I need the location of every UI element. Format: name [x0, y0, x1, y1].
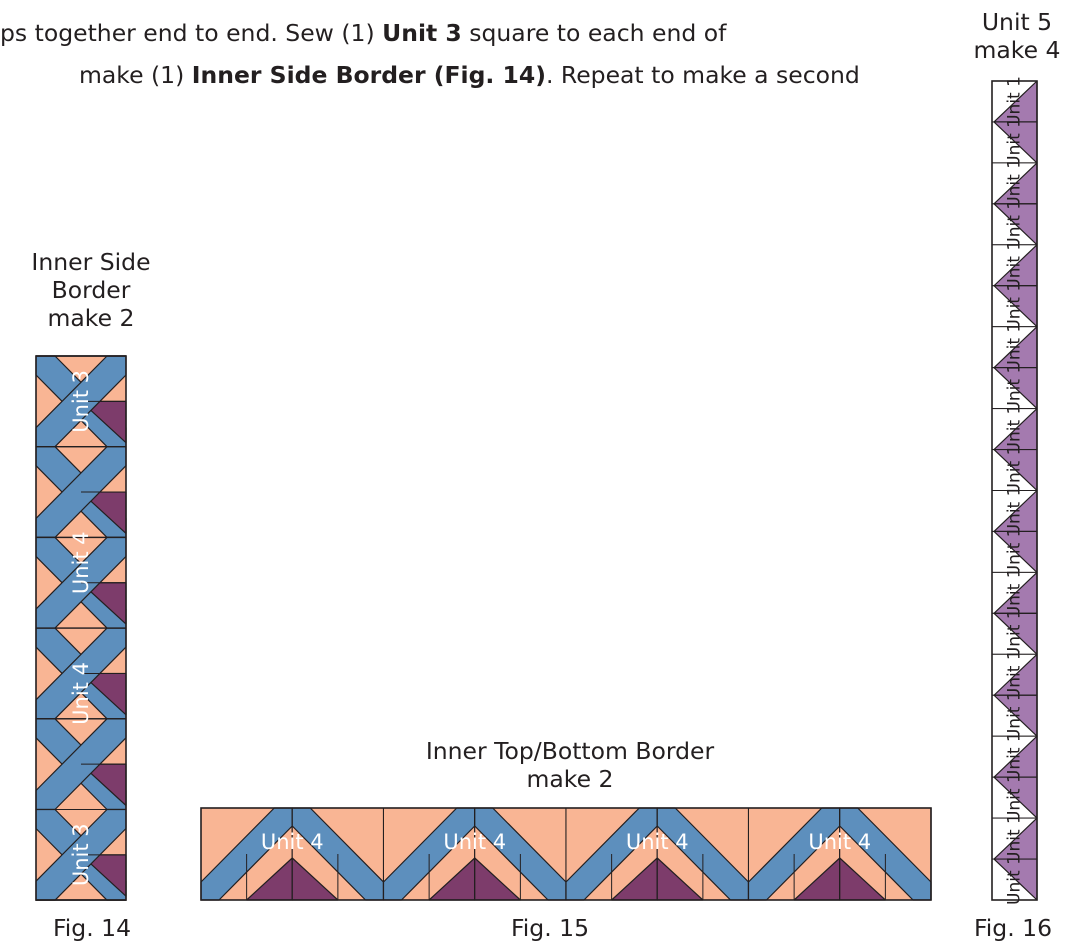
- fig15-title-line: make 2: [526, 765, 614, 793]
- fig16-unit-label: Unit 1: [1005, 527, 1025, 578]
- fig15-cell: [747, 807, 841, 901]
- fig16-unit: Unit 1: [991, 690, 1038, 741]
- fig14-unit-label: Unit 3: [69, 823, 93, 886]
- instruction-text: . Repeat to make a second: [545, 61, 860, 89]
- fig16-unit-label: Unit 1: [1005, 690, 1025, 741]
- fig16-unit: Unit 1: [991, 158, 1038, 209]
- fig16-unit: Unit 1: [991, 281, 1038, 332]
- fig16-unit: Unit 1: [991, 199, 1038, 250]
- fig14-unit-label: Unit 4: [69, 662, 93, 725]
- fig16-unit-label: Unit 1: [1005, 240, 1025, 291]
- instruction-text: square to each end of: [461, 19, 727, 47]
- fig16-unit: Unit 1: [991, 854, 1038, 905]
- fig15-title: Inner Top/Bottom Border make 2: [380, 737, 760, 793]
- fig14-caption: Fig. 14: [52, 914, 132, 942]
- instruction-line-1: ps together end to end. Sew (1) Unit 3 s…: [0, 18, 726, 48]
- instruction-line-2: make (1) Inner Side Border (Fig. 14). Re…: [79, 60, 860, 90]
- fig16-unit-label: Unit 1: [1005, 281, 1025, 332]
- fig14-cell: [35, 355, 127, 448]
- fig16-unit: Unit 1: [991, 404, 1038, 455]
- fig14-title-line: Border: [51, 276, 131, 304]
- fig15-caption: Fig. 15: [510, 914, 590, 942]
- fig16-unit-label: Unit 1: [1005, 322, 1025, 373]
- fig15-unit-label: Unit 4: [808, 830, 871, 854]
- instruction-bold-inner-side-border: Inner Side Border (Fig. 14): [191, 61, 546, 89]
- fig14-title-line: Inner Side: [31, 248, 151, 276]
- fig16-unit-label: Unit 1: [1005, 486, 1025, 537]
- fig14-unit-label: Unit 3: [69, 370, 93, 433]
- fig14-unit-label: Unit 4: [69, 531, 93, 594]
- fig16-unit-label: Unit 1: [1005, 158, 1025, 209]
- fig15-border: Unit 4 Unit 4 Unit 4 Unit 4: [200, 807, 932, 901]
- fig16-unit: Unit 1: [991, 527, 1038, 578]
- fig16-unit: Unit 1: [991, 772, 1038, 823]
- fig16-unit: Unit 1: [991, 608, 1038, 659]
- instruction-bold-unit3: Unit 3: [382, 19, 462, 47]
- fig14-cell: [35, 718, 127, 811]
- fig16-unit-label: Unit 1: [1005, 813, 1025, 864]
- fig15-cell: [656, 807, 750, 901]
- fig16-unit: Unit 1: [991, 649, 1038, 700]
- fig16-unit: Unit 1: [991, 363, 1038, 414]
- fig16-unit-label: Unit 1: [1005, 76, 1025, 127]
- fig15-cell: [291, 807, 385, 901]
- fig14-title-line: make 2: [47, 304, 135, 332]
- fig16-caption: Fig. 16: [973, 914, 1053, 942]
- fig15-cell: [565, 807, 658, 901]
- fig16-unit-label: Unit 1: [1005, 854, 1025, 905]
- fig16-unit: Unit 1: [991, 322, 1038, 373]
- fig16-unit-label: Unit 1: [1005, 649, 1025, 700]
- fig15-frame: [200, 807, 932, 901]
- fig15-cell: [382, 807, 476, 901]
- fig16-unit: Unit 1: [991, 445, 1038, 496]
- fig16-unit-label: Unit 1: [1005, 731, 1025, 782]
- fig16-title-line: make 4: [973, 36, 1061, 64]
- fig16-frame: [991, 80, 1038, 901]
- fig14-cell: [35, 446, 127, 539]
- fig16-unit-label: Unit 1: [1005, 772, 1025, 823]
- fig16-unit-label: Unit 1: [1005, 117, 1025, 168]
- fig16-unit-label: Unit 1: [1005, 608, 1025, 659]
- fig14-frame: [35, 355, 127, 901]
- fig14-cell: [35, 808, 127, 901]
- instruction-text: make (1): [79, 61, 192, 89]
- fig15-title-line: Inner Top/Bottom Border: [425, 737, 715, 765]
- fig15-cell: [839, 807, 932, 901]
- fig15-unit-label: Unit 4: [443, 830, 506, 854]
- instruction-text: ps together end to end. Sew (1): [0, 19, 383, 47]
- fig16-unit-label: Unit 1: [1005, 199, 1025, 250]
- fig15-unit-label: Unit 4: [626, 830, 689, 854]
- fig15-cell: [474, 807, 567, 901]
- fig14-border: Unit 3 Unit 4 Unit 4 Unit 3: [35, 355, 127, 901]
- fig16-unit-label: Unit 1: [1005, 445, 1025, 496]
- fig14-title: Inner Side Border make 2: [20, 248, 162, 332]
- fig15-cell: [200, 807, 293, 901]
- fig16-unit-label: Unit 1: [1005, 404, 1025, 455]
- fig14-cell: [35, 627, 127, 720]
- fig16-unit-label: Unit 1: [1005, 567, 1025, 618]
- fig16-unit-label: Unit 1: [1005, 363, 1025, 414]
- fig16-title: Unit 5 make 4: [958, 8, 1076, 64]
- fig16-title-line: Unit 5: [981, 8, 1053, 36]
- fig16-unit: Unit 1: [991, 813, 1038, 864]
- fig16-unit: Unit 1: [991, 486, 1038, 537]
- fig15-unit-label: Unit 4: [261, 830, 324, 854]
